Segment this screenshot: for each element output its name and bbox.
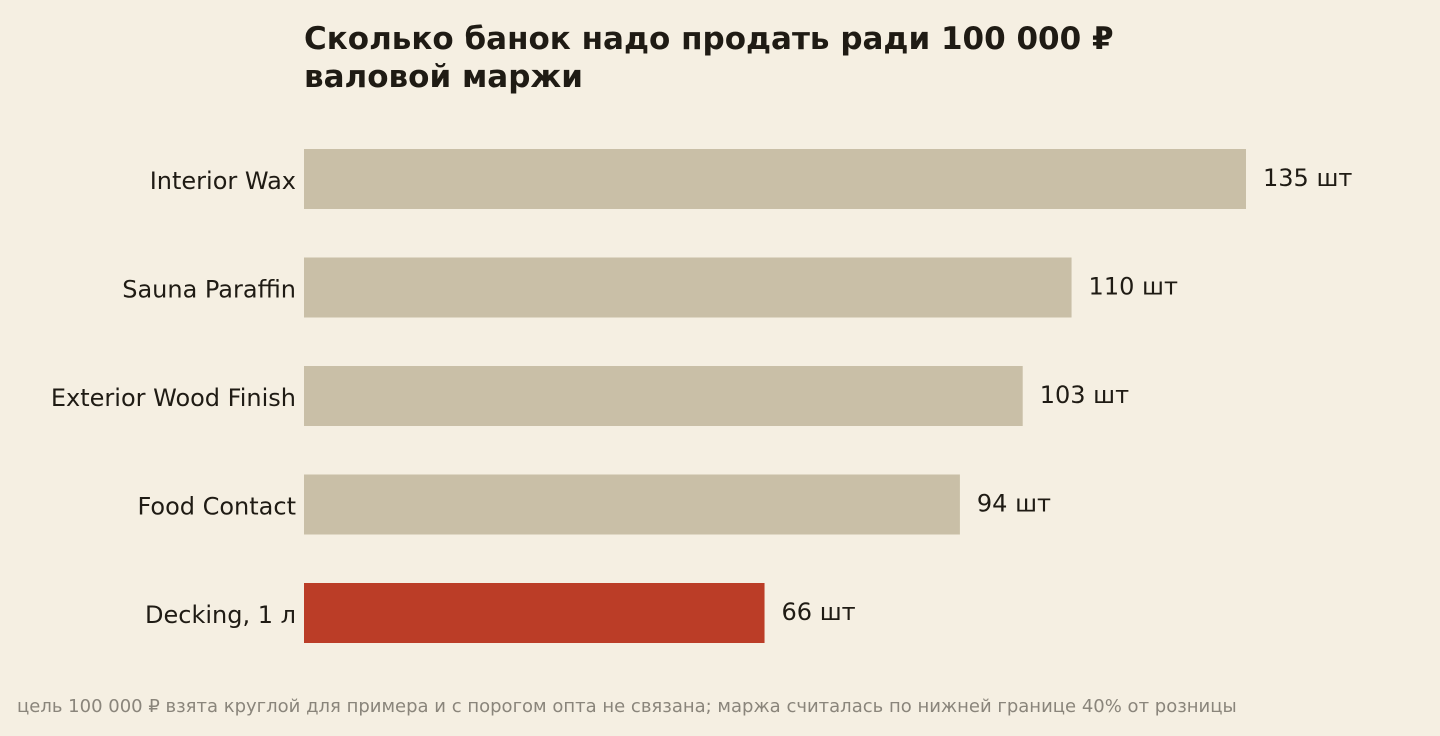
value-label: 94 шт — [977, 490, 1051, 518]
bar-3 — [304, 474, 960, 535]
category-label: Sauna Paraffin — [122, 276, 296, 304]
value-label: 135 шт — [1263, 164, 1352, 192]
value-label: 103 шт — [1040, 381, 1129, 409]
bar-1 — [304, 257, 1072, 318]
bar-2 — [304, 366, 1023, 426]
bar-4 — [304, 583, 765, 643]
category-label: Exterior Wood Finish — [51, 384, 296, 412]
bar-0 — [304, 149, 1246, 209]
category-label: Food Contact — [137, 493, 296, 521]
footnote: цель 100 000 ₽ взята круглой для примера… — [17, 696, 1237, 717]
category-label: Decking, 1 л — [145, 601, 296, 629]
value-label: 110 шт — [1089, 273, 1178, 301]
value-label: 66 шт — [782, 598, 856, 626]
category-label: Interior Wax — [150, 167, 296, 195]
chart-title: Сколько банок надо продать ради 100 000 … — [304, 21, 1114, 95]
